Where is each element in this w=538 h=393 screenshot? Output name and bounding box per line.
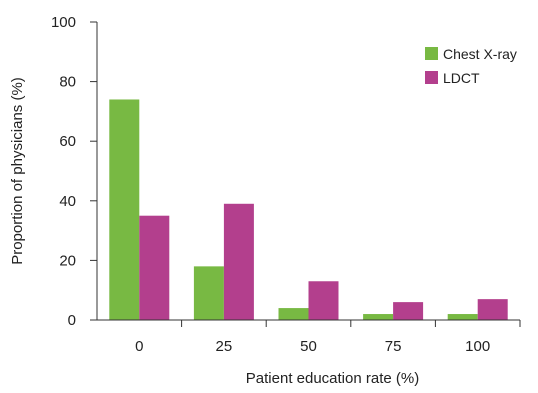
bar-ldct-75 xyxy=(393,302,424,320)
bar-chest-x-ray-75 xyxy=(363,314,394,320)
bar-chest-x-ray-100 xyxy=(447,314,478,320)
legend-label: LDCT xyxy=(443,70,480,86)
x-axis-title: Patient education rate (%) xyxy=(246,370,419,387)
bar-ldct-0 xyxy=(139,215,170,320)
y-tick-label: 80 xyxy=(59,74,76,91)
y-tick-label: 40 xyxy=(59,193,76,210)
y-tick-label: 100 xyxy=(51,14,76,31)
bar-chest-x-ray-50 xyxy=(278,308,309,320)
y-ticks: 0 20 40 60 80 100 xyxy=(51,14,97,329)
legend-swatch xyxy=(425,71,438,84)
x-tick-label: 0 xyxy=(135,338,143,355)
bar-chest-x-ray-25 xyxy=(193,266,224,320)
y-axis-title: Proportion of physicians (%) xyxy=(9,77,26,265)
x-tick-label: 75 xyxy=(385,338,402,355)
bar-chest-x-ray-0 xyxy=(109,99,140,320)
x-tick-label: 100 xyxy=(465,338,490,355)
x-tick-label: 50 xyxy=(300,338,317,355)
y-tick-label: 0 xyxy=(68,312,76,329)
legend-label: Chest X-ray xyxy=(443,46,517,62)
bar-ldct-25 xyxy=(223,203,254,320)
legend-swatch xyxy=(425,47,438,60)
x-tick-label: 25 xyxy=(216,338,233,355)
legend: Chest X-ray LDCT xyxy=(425,46,517,86)
x-ticks: 0 25 50 75 100 xyxy=(135,320,521,355)
y-tick-label: 20 xyxy=(59,252,76,269)
y-tick-label: 60 xyxy=(59,133,76,150)
bar-ldct-50 xyxy=(308,281,339,320)
bars-layer xyxy=(109,99,508,320)
bar-ldct-100 xyxy=(477,299,508,320)
